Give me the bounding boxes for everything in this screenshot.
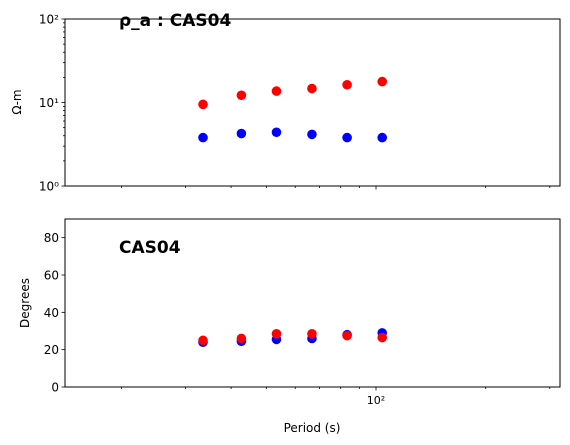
rho-series-1-point [271, 127, 282, 138]
rho-data-points [198, 76, 388, 143]
rho-panel: 10⁰ 10¹ 10² ρ_a : CAS04 Ω-m [10, 11, 561, 194]
rho-minor-ticks [63, 22, 551, 188]
rho-series-1-point [342, 132, 352, 143]
phase-minor-ticks [121, 387, 551, 389]
phase-y-tick-label: 20 [44, 343, 59, 357]
rho-y-label: Ω-m [10, 89, 24, 114]
phase-x-label: Period (s) [284, 421, 341, 435]
phase-y-tick-label: 80 [44, 231, 59, 245]
phase-panel: 0 20 40 60 80 10² CAS04 Degrees Period (s) [18, 218, 561, 435]
phase-series-1-point [342, 330, 352, 341]
phase-title: CAS04 [119, 238, 181, 258]
rho-series-0-point [271, 86, 282, 96]
rho-series-1-point [377, 132, 388, 143]
phase-plot-frame [64, 218, 561, 388]
phase-series-1-point [307, 329, 317, 339]
phase-series-1-point [198, 335, 208, 346]
phase-x-ticks: 10² [367, 387, 385, 407]
rho-y-tick-label: 10¹ [39, 96, 59, 110]
rho-series-0-point [342, 79, 352, 90]
rho-series-0-point [307, 83, 317, 94]
rho-title: ρ_a : CAS04 [119, 11, 231, 31]
rho-series-1-point [198, 132, 208, 143]
phase-series-1-point [377, 332, 388, 343]
rho-series-1-point [307, 129, 317, 140]
phase-y-tick-label: 40 [44, 306, 59, 320]
phase-series-1-point [236, 333, 247, 344]
rho-y-tick-label: 10² [39, 13, 59, 27]
rho-series-0-point [236, 90, 247, 101]
rho-y-tick-label: 10⁰ [39, 180, 59, 194]
phase-series-1-point [271, 329, 282, 339]
phase-y-ticks: 0 20 40 60 80 [44, 231, 65, 395]
rho-series-0-point [198, 99, 208, 110]
phase-y-tick-label: 0 [51, 381, 59, 395]
rho-series-1-point [236, 128, 247, 139]
phase-data-points [198, 328, 388, 348]
phase-y-label: Degrees [18, 278, 32, 328]
phase-x-tick-label: 10² [367, 394, 385, 407]
rho-series-0-point [377, 76, 388, 87]
rho-y-ticks: 10⁰ 10¹ 10² [39, 13, 65, 194]
phase-y-tick-label: 60 [44, 269, 59, 283]
